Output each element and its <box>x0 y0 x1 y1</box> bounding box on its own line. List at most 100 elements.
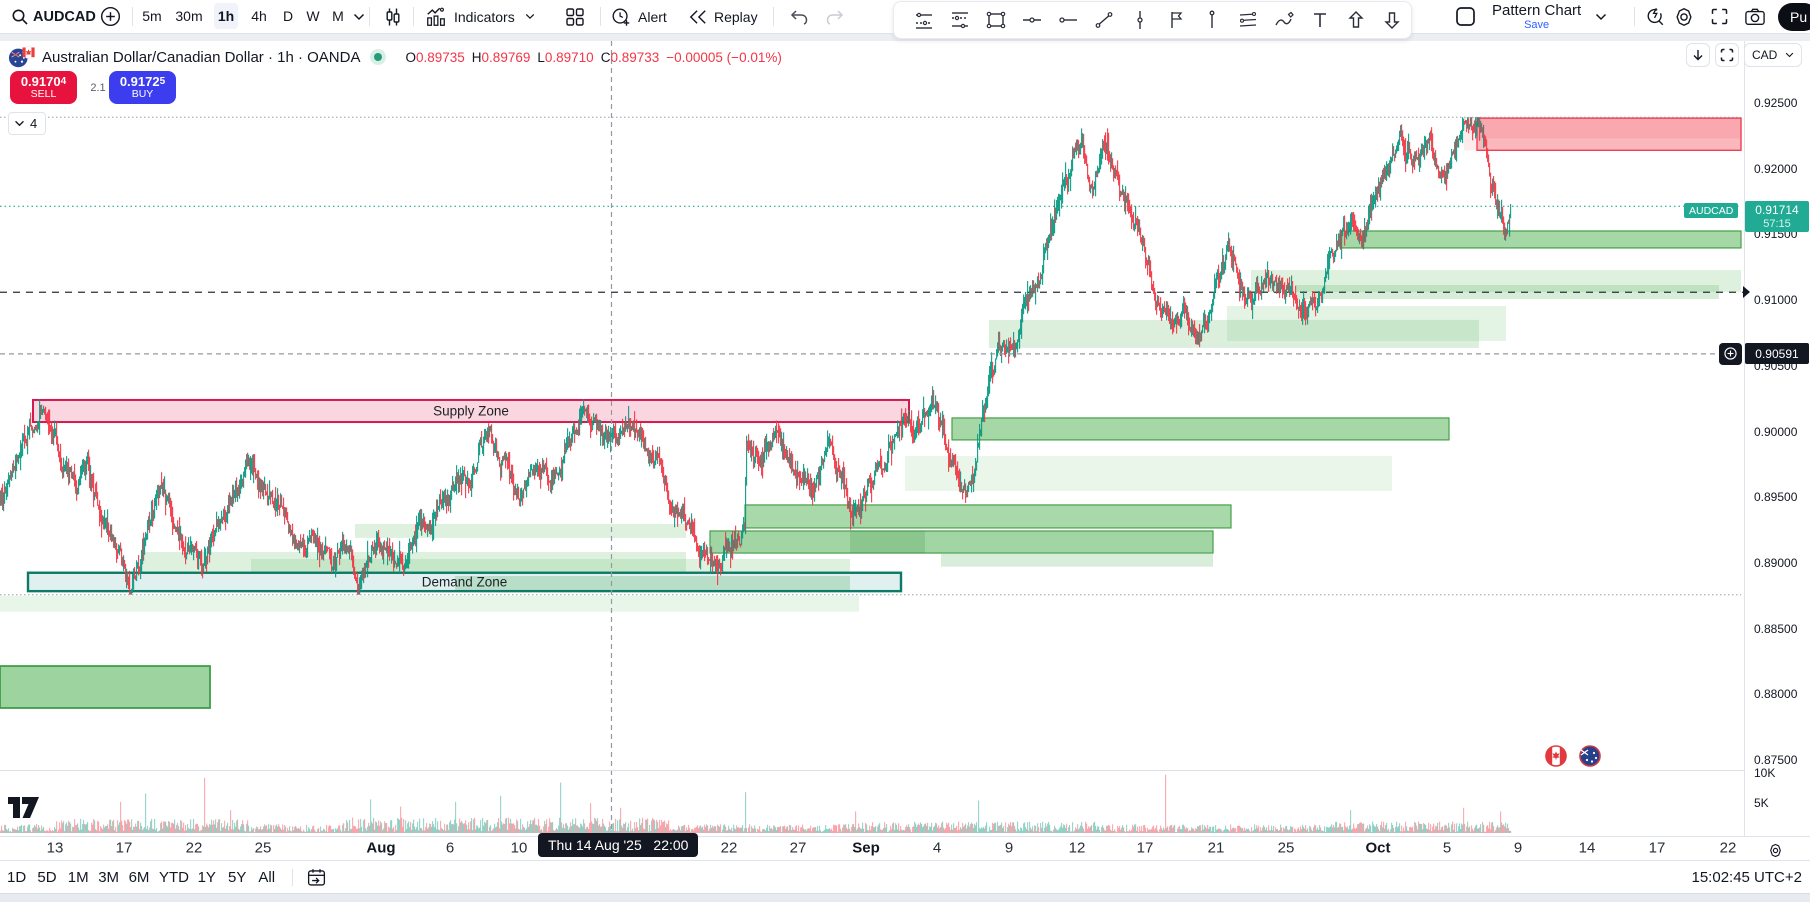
horizontal-line-tool[interactable] <box>1014 2 1050 38</box>
price-zone[interactable] <box>1251 270 1741 292</box>
quick-search-button[interactable] <box>1641 0 1669 33</box>
price-zone[interactable] <box>0 595 859 612</box>
event-flag-canada[interactable] <box>1545 745 1567 767</box>
drawings-collapse-widget[interactable]: 4 <box>8 112 47 135</box>
flag-mark-tool[interactable] <box>1158 2 1194 38</box>
vertical-line-tool[interactable] <box>1122 2 1158 38</box>
price-zone[interactable] <box>141 551 686 572</box>
timeframe-4h[interactable]: 4h <box>251 8 267 24</box>
buy-price: 0.9172 <box>119 73 160 89</box>
price-zone[interactable] <box>905 455 1392 491</box>
last-price-value: 0.91714 <box>1755 203 1799 218</box>
indicators-button[interactable]: Indicators <box>424 0 535 33</box>
range-1D[interactable]: 1D <box>7 869 27 886</box>
trend-line-tool[interactable] <box>1086 2 1122 38</box>
time-axis[interactable]: 13 17 22 25 Aug 6 10 22 27 Sep 4 9 12 17 21 25 Oct 5 9 14 17… <box>0 833 1810 860</box>
range-1Y[interactable]: 1Y <box>197 869 216 886</box>
symbol-search-input[interactable]: AUDCAD <box>33 0 96 33</box>
buy-button[interactable]: 0.91725 BUY <box>109 71 176 104</box>
range-6M[interactable]: 6M <box>128 869 150 886</box>
range-YTD[interactable]: YTD <box>159 869 189 886</box>
price-scale[interactable]: 0.92500 0.92000 0.91500 0.91000 0.90500 0.900… <box>1743 41 1810 860</box>
clock-label: 15:02:45 UTC+2 <box>1691 869 1803 886</box>
text-tool[interactable] <box>1302 2 1338 38</box>
gear-icon <box>1770 843 1781 858</box>
add-alert-plus-button[interactable] <box>1719 342 1742 365</box>
chevron-down-icon[interactable] <box>1595 13 1607 21</box>
symbol-title[interactable]: Australian Dollar/Canadian Dollar · 1h ·… <box>42 48 361 66</box>
candlestick-chart[interactable]: Supply Zone Demand Zone <box>0 41 1745 836</box>
pane-divider[interactable] <box>0 770 1810 771</box>
price-zone[interactable] <box>1464 117 1741 151</box>
price-zone[interactable] <box>709 530 1214 554</box>
snapshot-button[interactable] <box>1741 0 1769 33</box>
arrow-up-tool[interactable] <box>1338 2 1374 38</box>
short-position-tool[interactable] <box>942 2 978 38</box>
timeframe-D[interactable]: D <box>282 8 294 24</box>
high-key: H <box>471 49 482 65</box>
chart-pane[interactable]: Supply Zone Demand Zone <box>0 41 1745 836</box>
price-zone[interactable] <box>1339 230 1742 249</box>
horizontal-ray-tool[interactable] <box>1050 2 1086 38</box>
replay-button[interactable]: Replay <box>688 0 758 33</box>
session-clock[interactable]: 15:02:45 UTC+2 <box>1692 861 1803 894</box>
chart-style-button[interactable] <box>378 0 408 33</box>
timeframe-30m[interactable]: 30m <box>175 8 203 24</box>
sell-button[interactable]: 0.91704 SELL <box>10 71 77 104</box>
vertical-line-tool-icon <box>1137 11 1143 29</box>
timezone-settings[interactable] <box>1767 839 1784 859</box>
rectangle-tool[interactable] <box>978 2 1014 38</box>
price-zone[interactable] <box>744 504 1232 529</box>
price-zone[interactable] <box>251 558 850 572</box>
parallel-channel-tool[interactable] <box>1230 2 1266 38</box>
compare-add-symbol-button[interactable] <box>97 0 124 33</box>
brush-tool[interactable] <box>1266 2 1302 38</box>
range-1M[interactable]: 1M <box>67 869 89 886</box>
price-zone[interactable] <box>1477 118 1741 139</box>
price-zone[interactable] <box>455 576 850 591</box>
save-layout-button[interactable]: Save <box>1524 18 1550 31</box>
alert-button[interactable]: Alert <box>610 0 667 33</box>
price-zone[interactable] <box>941 553 1213 567</box>
go-to-date-button[interactable] <box>302 861 331 894</box>
long-position-tool[interactable] <box>906 2 942 38</box>
settings-button[interactable] <box>1670 0 1698 33</box>
timeframe-5m[interactable]: 5m <box>142 8 162 24</box>
auto-fit-button[interactable] <box>1715 43 1739 67</box>
timeframe-menu-button[interactable] <box>349 0 369 33</box>
timeframe-W[interactable]: W <box>306 8 320 24</box>
scale-currency-dropdown[interactable]: CAD <box>1744 43 1802 67</box>
price-zone[interactable] <box>951 417 1450 441</box>
symbol-search-button[interactable] <box>8 0 32 33</box>
range-3M[interactable]: 3M <box>98 869 120 886</box>
price-zone[interactable] <box>0 665 211 709</box>
price-zone[interactable] <box>26 571 903 593</box>
tradingview-logo[interactable] <box>8 797 39 818</box>
layout-name-save[interactable]: Pattern Chart Save <box>1492 3 1581 31</box>
scroll-to-realtime-button[interactable] <box>1686 43 1710 67</box>
range-5D[interactable]: 5D <box>37 869 57 886</box>
range-All[interactable]: All <box>258 869 276 886</box>
price-zone[interactable] <box>1227 306 1506 341</box>
layout-name-label[interactable]: Pattern Chart <box>1492 1 1582 19</box>
price-zone[interactable] <box>1296 284 1719 300</box>
publish-button[interactable]: Pu <box>1778 3 1810 31</box>
range-5Y[interactable]: 5Y <box>228 869 247 886</box>
market-status[interactable] <box>370 49 387 65</box>
event-flag-australia[interactable] <box>1579 745 1601 767</box>
layout-checkbox-icon[interactable] <box>1455 6 1476 27</box>
undo-button[interactable] <box>784 0 814 33</box>
price-zone[interactable] <box>989 319 1479 348</box>
redo-button[interactable] <box>820 0 850 33</box>
timeframe-1h[interactable]: 1h <box>214 3 238 29</box>
crosshair-time-label: Thu 14 Aug '25 22:00 <box>538 833 699 857</box>
price-zone[interactable] <box>1476 117 1742 152</box>
price-zone[interactable] <box>355 524 686 538</box>
time-tick: Sep <box>852 839 880 857</box>
price-zone[interactable] <box>850 530 925 554</box>
layout-grid-button[interactable] <box>560 0 590 33</box>
pin-mark-tool[interactable] <box>1194 2 1230 38</box>
timeframe-M[interactable]: M <box>332 8 344 24</box>
arrow-down-tool[interactable] <box>1374 2 1410 38</box>
fullscreen-button[interactable] <box>1705 0 1733 33</box>
